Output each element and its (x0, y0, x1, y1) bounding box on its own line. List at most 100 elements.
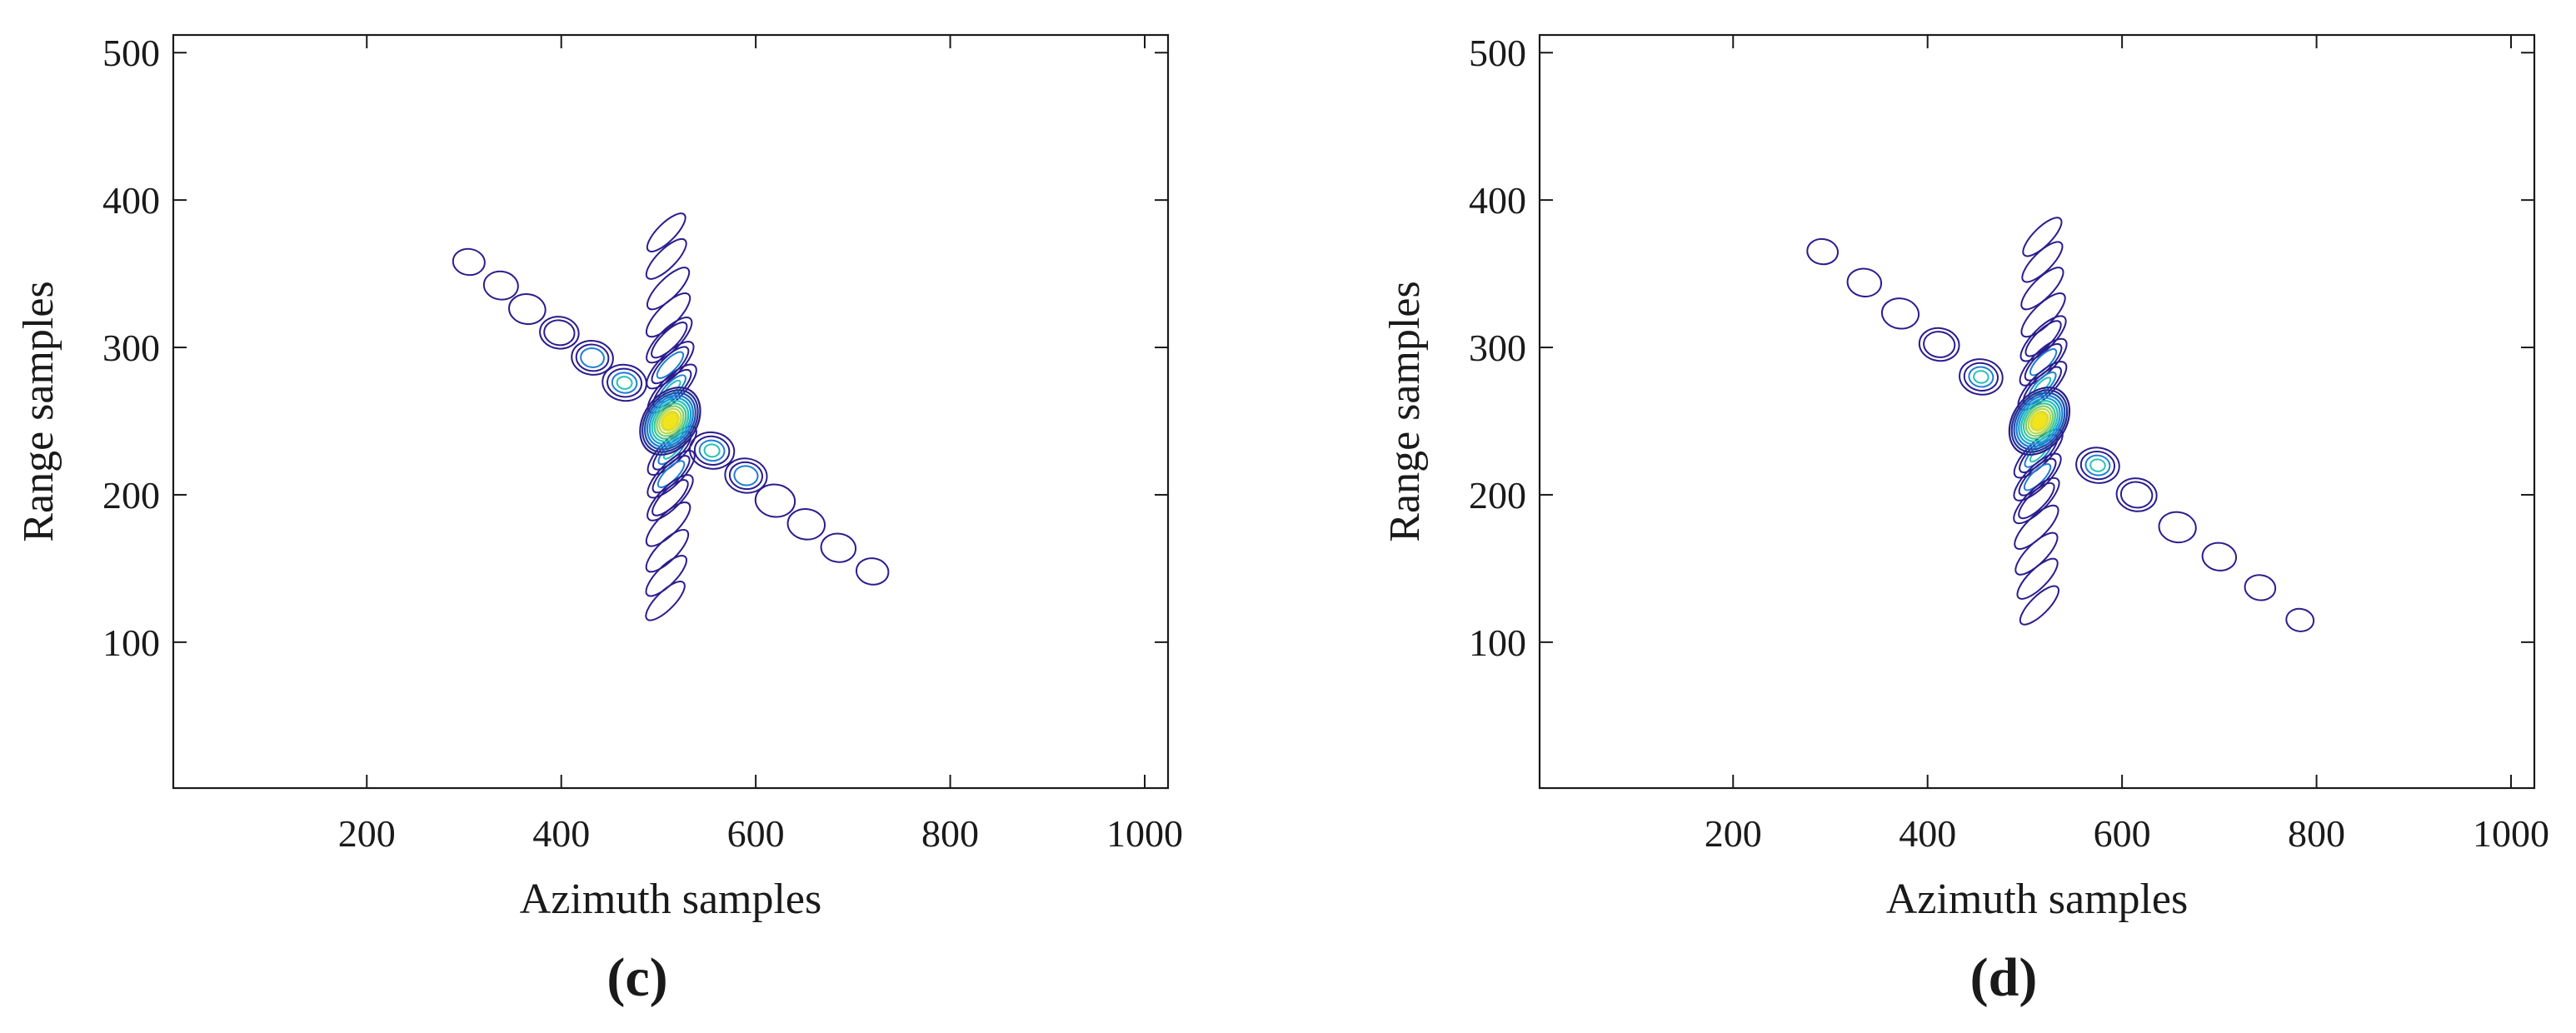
contour-line (855, 557, 890, 586)
contour-line (539, 316, 580, 350)
contour-line (645, 502, 691, 547)
panel-label: (c) (607, 947, 667, 1008)
peak-contour (653, 402, 687, 440)
plot-frame (1538, 33, 2536, 790)
contour-line (482, 270, 519, 301)
contour-line (580, 347, 605, 368)
contour-line (2089, 458, 2106, 472)
sidelobe (724, 457, 768, 494)
x-tick-label: 800 (2288, 812, 2345, 855)
contour-line (2023, 463, 2052, 492)
contour-line (2244, 574, 2277, 601)
contour-line (575, 343, 610, 372)
sidelobe (645, 555, 687, 597)
sidelobe (1918, 327, 1960, 362)
peak-contour (648, 397, 692, 446)
contour-line (452, 247, 486, 277)
sidelobe (786, 508, 826, 541)
sidelobe (2158, 511, 2197, 544)
sidelobe (1806, 237, 1840, 266)
contour-line (1963, 362, 1999, 392)
contour-line (645, 238, 687, 280)
contour-line (2018, 457, 2057, 497)
contour-line (645, 555, 687, 597)
contour-line (508, 293, 547, 326)
contour-line (651, 322, 688, 359)
contour-line (651, 479, 689, 516)
contour-line (1968, 366, 1994, 388)
sidelobe (2075, 447, 2120, 484)
sidelobe (646, 267, 691, 311)
y-tick-label: 500 (1469, 32, 1526, 74)
panel-d: 200 400 600 800 1000 100 200 300 400 500 Azimuth s… (1381, 32, 2549, 1008)
y-axis-title: Range samples (15, 281, 62, 541)
contour-line (543, 319, 576, 347)
contour-line (820, 532, 857, 563)
sidelobe (2115, 477, 2158, 512)
contour-line (1923, 331, 1956, 358)
contour-line (2019, 585, 2059, 626)
panel-c: 200 400 600 800 1000 100 200 300 400 500 Azimuth s… (15, 32, 1183, 1008)
y-tick-label: 100 (1469, 621, 1526, 664)
x-tick-label: 200 (1705, 812, 1762, 855)
contour-line (1973, 370, 1989, 384)
sidelobe (1959, 358, 2004, 396)
peak-contour (651, 400, 690, 442)
sidelobe (645, 581, 686, 621)
x-tick-label: 1000 (1106, 812, 1183, 855)
sidelobe (645, 502, 691, 547)
contour-line (698, 439, 726, 462)
sidelobe (2244, 574, 2277, 601)
sidelobe (508, 293, 547, 326)
contour-line (571, 339, 614, 376)
contour-line (2016, 557, 2059, 600)
x-tick-label: 400 (1899, 812, 1956, 855)
sidelobe (855, 557, 890, 586)
sidelobe (452, 247, 486, 277)
sidelobe (2022, 217, 2063, 257)
main-peak (2008, 387, 2071, 456)
contour-line (1880, 297, 1920, 330)
main-peak (639, 387, 701, 456)
y-axis-title: Range samples (1381, 281, 1429, 541)
contour-line (1918, 327, 1960, 362)
sidelobe (2021, 241, 2064, 283)
sidelobe (1846, 267, 1883, 297)
peak-contour (2022, 402, 2056, 440)
contour-line (2014, 504, 2059, 550)
contour-line (2018, 482, 2055, 520)
x-tick-label: 600 (2094, 812, 2151, 855)
peak-contour (2008, 387, 2071, 456)
contour-line (656, 351, 685, 379)
contour-line (2024, 342, 2063, 382)
y-tick-label: 400 (1469, 179, 1526, 222)
peak-contour (2027, 407, 2052, 435)
sidelobe (2014, 531, 2059, 576)
contour-line (646, 212, 686, 252)
contour-line (2158, 511, 2197, 544)
x-axis-title: Azimuth samples (520, 876, 822, 923)
contour-line (786, 508, 826, 541)
peak-contour (656, 405, 685, 437)
sidelobe (2019, 585, 2059, 626)
peak-contour (2010, 389, 2069, 453)
contour-line (2079, 450, 2116, 481)
x-tick-label: 200 (338, 812, 396, 855)
peak-contour (658, 407, 682, 435)
contour-line (2084, 454, 2111, 477)
peak-contour (2024, 405, 2054, 437)
contour-line (616, 376, 633, 390)
peak-contour (2018, 397, 2061, 446)
peak-contour (2034, 416, 2044, 427)
peak-contour (642, 389, 699, 453)
sidelobe (645, 238, 687, 280)
y-tick-label: 300 (102, 327, 160, 369)
contour-line (728, 461, 764, 491)
sidelobe (2285, 607, 2315, 632)
contour-line (2021, 241, 2064, 283)
peak-contour (646, 394, 695, 448)
x-tick-label: 600 (727, 812, 785, 855)
contour-line (2285, 607, 2315, 632)
contour-line (2119, 481, 2154, 509)
